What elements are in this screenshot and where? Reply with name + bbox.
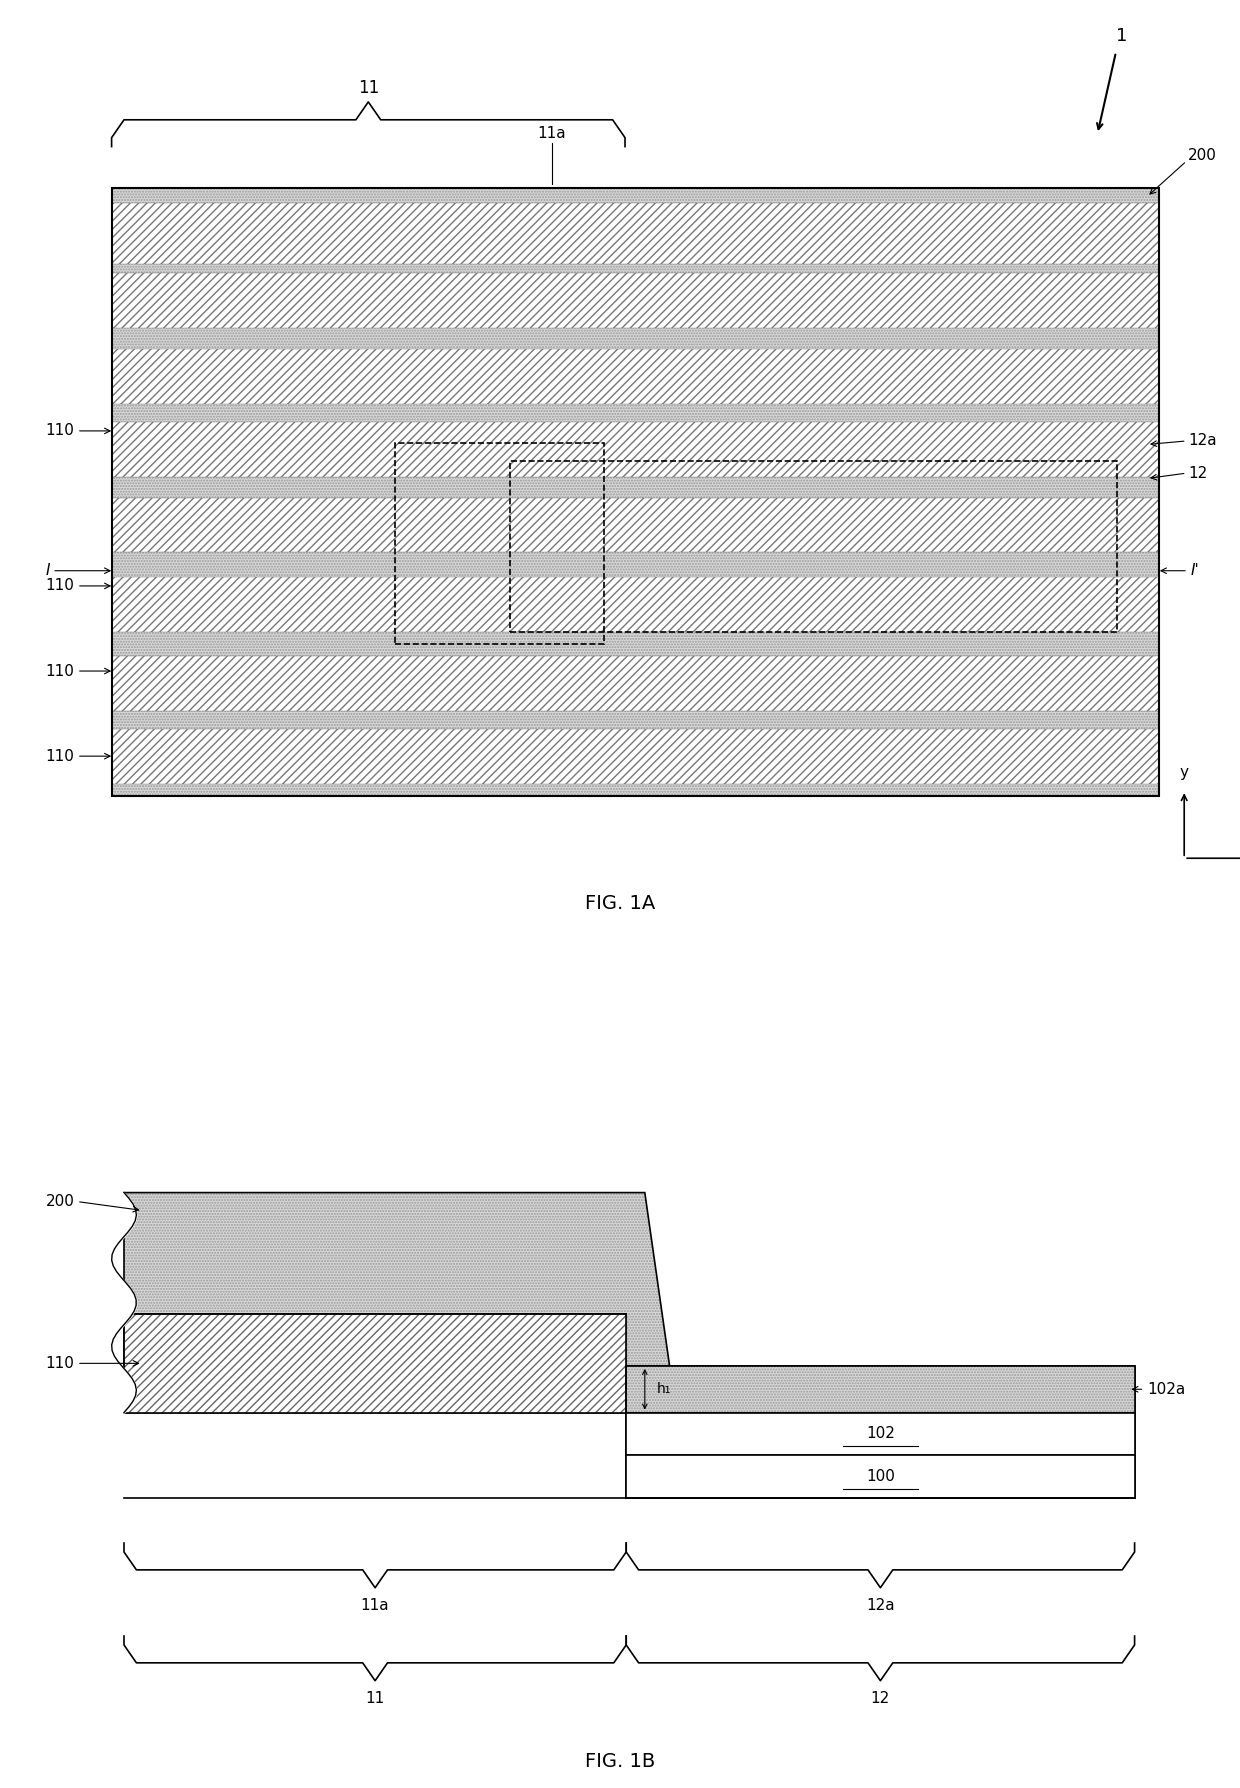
Text: 11: 11 [366, 1691, 384, 1706]
Bar [626, 1366, 1135, 1413]
Bar [626, 1366, 1135, 1413]
Text: 110: 110 [46, 1355, 74, 1371]
Text: 102a: 102a [1147, 1382, 1185, 1396]
Bar [394, 443, 604, 644]
Text: 12a: 12a [866, 1598, 895, 1613]
Bar [112, 274, 1159, 327]
Bar [112, 188, 1159, 796]
Text: h₁: h₁ [657, 1382, 672, 1396]
Bar [124, 1314, 626, 1413]
Bar [112, 202, 1159, 265]
Text: FIG. 1B: FIG. 1B [585, 1752, 655, 1772]
Bar [124, 1314, 626, 1413]
Text: 12: 12 [1188, 465, 1208, 481]
Text: 12a: 12a [1188, 433, 1216, 449]
Bar [112, 656, 1159, 710]
Text: 110: 110 [46, 663, 74, 678]
Bar [112, 578, 1159, 631]
Bar [626, 1366, 1135, 1413]
Text: I': I' [1190, 563, 1199, 578]
Bar [112, 730, 1159, 783]
Text: FIG. 1A: FIG. 1A [585, 894, 655, 914]
Text: 200: 200 [1188, 148, 1216, 163]
Bar [124, 1314, 626, 1413]
Text: 110: 110 [46, 579, 74, 594]
Bar [112, 422, 1159, 476]
Text: 110: 110 [46, 424, 74, 438]
Polygon shape [124, 1193, 1135, 1366]
Bar [626, 1413, 1135, 1455]
Bar [124, 1314, 626, 1413]
Text: 12: 12 [870, 1691, 890, 1706]
Text: 102: 102 [866, 1427, 895, 1441]
Text: 110: 110 [46, 749, 74, 763]
Text: 100: 100 [866, 1470, 895, 1484]
Bar [626, 1455, 1135, 1498]
Text: y: y [1179, 765, 1189, 780]
Bar [112, 188, 1159, 796]
Bar [626, 1455, 1135, 1498]
Bar [626, 1413, 1135, 1455]
Text: 1: 1 [1116, 27, 1127, 45]
Text: I: I [45, 563, 50, 578]
Bar [626, 1366, 1135, 1413]
Bar [626, 1366, 1135, 1413]
Text: 200: 200 [46, 1194, 74, 1209]
Bar [626, 1366, 1135, 1413]
Text: 11a: 11a [361, 1598, 389, 1613]
Text: 11a: 11a [537, 127, 565, 141]
Bar [112, 349, 1159, 404]
Bar [112, 497, 1159, 552]
Bar [112, 188, 1159, 796]
Text: 11: 11 [357, 79, 379, 97]
Bar [510, 461, 1117, 631]
